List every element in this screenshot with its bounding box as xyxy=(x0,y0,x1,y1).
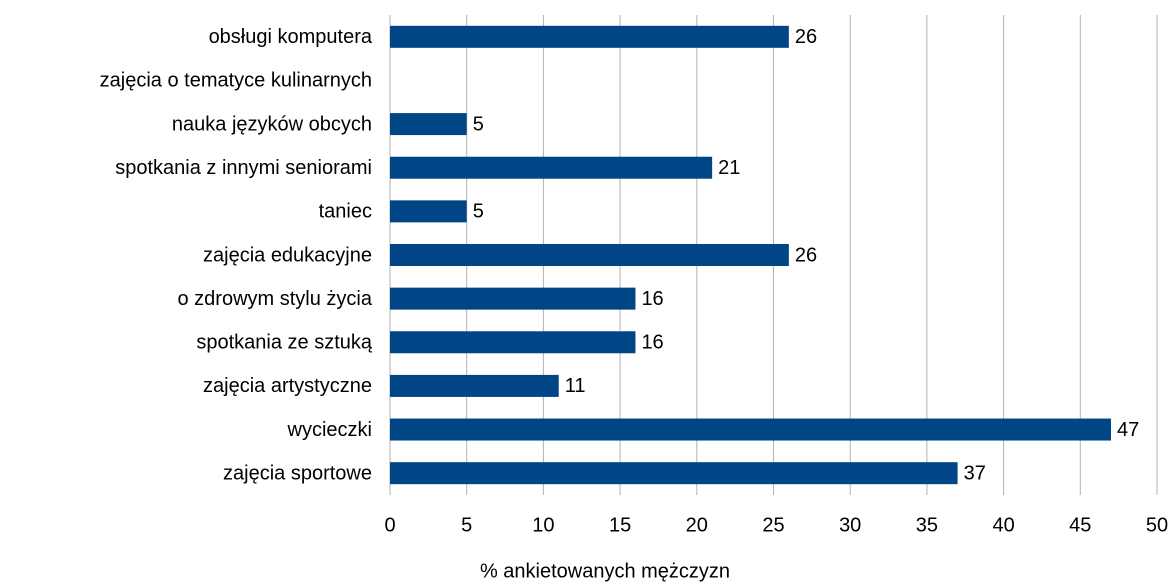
x-tick-label: 15 xyxy=(609,514,631,536)
bar xyxy=(390,374,559,397)
x-axis-label: % ankietowanych mężczyzn xyxy=(480,560,730,582)
x-tick-label: 45 xyxy=(1069,514,1091,536)
y-tick-label: taniec xyxy=(319,201,372,223)
y-tick-label: spotkania ze sztuką xyxy=(196,332,373,354)
x-tick-label: 35 xyxy=(916,514,938,536)
bar xyxy=(390,113,467,136)
data-label: 11 xyxy=(565,375,586,397)
x-tick-label: 5 xyxy=(461,514,472,536)
data-label: 16 xyxy=(641,288,663,310)
y-tick-label: zajęcia edukacyjne xyxy=(203,244,372,266)
x-tick-label: 50 xyxy=(1146,514,1168,536)
x-tick-label: 0 xyxy=(384,514,395,536)
data-label: 37 xyxy=(964,462,986,484)
data-label: 26 xyxy=(795,244,817,266)
bar xyxy=(390,287,636,310)
y-tick-label: obsługi komputera xyxy=(209,26,373,48)
data-label: 26 xyxy=(795,26,817,48)
y-tick-label: zajęcia sportowe xyxy=(223,462,372,484)
data-label: 5 xyxy=(473,201,484,223)
y-tick-label: o zdrowym stylu życia xyxy=(178,288,373,310)
x-tick-label: 20 xyxy=(686,514,708,536)
bar xyxy=(390,462,958,485)
x-tick-label: 40 xyxy=(992,514,1014,536)
x-tick-label: 30 xyxy=(839,514,861,536)
bar xyxy=(390,200,467,223)
data-label: 47 xyxy=(1117,419,1139,441)
bar xyxy=(390,244,789,266)
data-label: 21 xyxy=(718,157,740,179)
y-tick-label: wycieczki xyxy=(287,419,372,441)
bar xyxy=(390,418,1111,441)
x-tick-label: 25 xyxy=(762,514,784,536)
bar xyxy=(390,331,636,354)
y-tick-label: spotkania z innymi seniorami xyxy=(115,157,372,179)
y-tick-label: zajęcia artystyczne xyxy=(203,375,372,397)
bar xyxy=(390,25,789,48)
y-tick-label: nauka języków obcych xyxy=(172,113,372,135)
data-label: 16 xyxy=(641,332,663,354)
data-label: 5 xyxy=(473,113,484,135)
y-tick-label: zajęcia o tematyce kulinarnych xyxy=(100,70,372,92)
x-tick-label: 10 xyxy=(532,514,554,536)
bar xyxy=(390,156,713,179)
